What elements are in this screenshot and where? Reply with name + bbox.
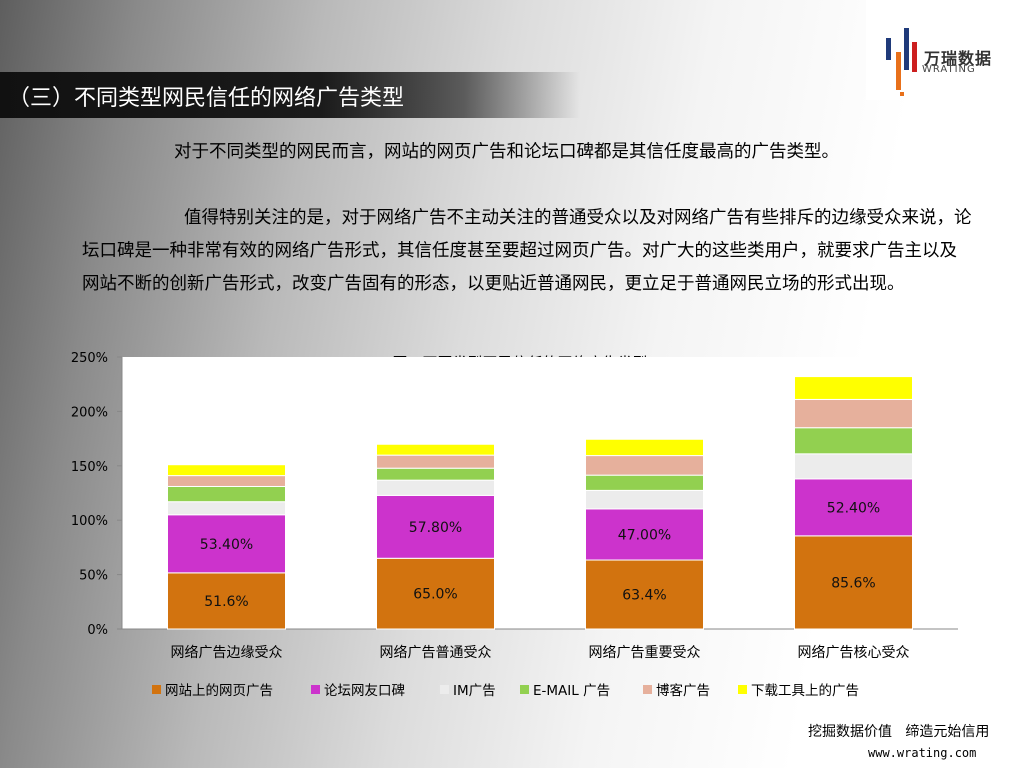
logo-text-cn: 万瑞数据 bbox=[924, 49, 993, 68]
paragraph-1: 对于不同类型的网民而言，网站的网页广告和论坛口碑都是其信任度最高的广告类型。 bbox=[174, 142, 839, 162]
legend-swatch bbox=[643, 685, 652, 694]
bar-segment bbox=[794, 398, 913, 429]
data-label: 53.40% bbox=[200, 537, 253, 553]
bar-segment bbox=[794, 427, 913, 455]
bar-segment bbox=[167, 464, 286, 477]
legend-label: 博客广告 bbox=[656, 682, 710, 699]
data-label: 47.00% bbox=[618, 527, 671, 543]
bar-segment bbox=[376, 467, 495, 481]
bar-segment bbox=[167, 514, 286, 574]
bar-segment bbox=[794, 376, 913, 400]
y-tick-label: 0% bbox=[87, 623, 108, 638]
bar-segment bbox=[585, 438, 704, 457]
legend-swatch bbox=[152, 685, 161, 694]
footer-url[interactable]: www.wrating.com bbox=[868, 746, 977, 760]
data-label: 57.80% bbox=[409, 520, 462, 536]
y-tick-label: 200% bbox=[71, 405, 108, 420]
stacked-bar-chart: 图：不同类型网民信任的网络广告类型 0%50%100%150%200%250% … bbox=[71, 351, 958, 699]
bar-segment bbox=[167, 475, 286, 487]
legend-label: 下载工具上的广告 bbox=[751, 683, 859, 699]
bar-segment bbox=[376, 494, 495, 559]
legend-swatch bbox=[738, 685, 747, 694]
data-label: 52.40% bbox=[827, 500, 880, 516]
bar-segment bbox=[376, 557, 495, 630]
bar-segment bbox=[167, 501, 286, 516]
data-label: 63.4% bbox=[622, 588, 666, 604]
bar-segment bbox=[585, 489, 704, 510]
legend-label: 论坛网友口碑 bbox=[324, 683, 405, 699]
legend-label: 网站上的网页广告 bbox=[165, 683, 273, 699]
data-label: 51.6% bbox=[204, 594, 248, 610]
y-tick-label: 100% bbox=[71, 514, 108, 529]
x-tick-label: 网络广告普通受众 bbox=[380, 645, 492, 661]
data-label: 85.6% bbox=[831, 575, 875, 591]
x-tick-label: 网络广告边缘受众 bbox=[171, 645, 283, 661]
bar-segment bbox=[794, 478, 913, 537]
title-bar: （三）不同类型网民信任的网络广告类型 bbox=[0, 72, 580, 118]
slide-title: （三）不同类型网民信任的网络广告类型 bbox=[8, 86, 405, 111]
y-tick-label: 250% bbox=[71, 351, 108, 366]
bar-segment bbox=[794, 535, 913, 630]
bar-segment bbox=[376, 479, 495, 496]
bar-segment bbox=[376, 443, 495, 456]
bar-segment bbox=[167, 485, 286, 503]
footer-slogan: 挖掘数据价值 缔造元始信用 bbox=[808, 724, 990, 740]
logo: 万瑞数据 WRATING bbox=[866, 0, 1024, 100]
x-tick-label: 网络广告核心受众 bbox=[798, 645, 910, 661]
paragraph-2: 值得特别关注的是，对于网络广告不主动关注的普通受众以及对网络广告有些排斥的边缘受… bbox=[82, 208, 972, 294]
bar-segment bbox=[585, 508, 704, 561]
data-label: 65.0% bbox=[413, 587, 457, 603]
bar-segment bbox=[167, 572, 286, 630]
y-tick-label: 50% bbox=[79, 569, 108, 584]
bar-segment bbox=[585, 559, 704, 630]
logo-text-en: WRATING bbox=[922, 64, 976, 75]
bar-segment bbox=[376, 454, 495, 469]
legend-label: IM广告 bbox=[453, 683, 496, 699]
bar-segment bbox=[585, 474, 704, 491]
bar-segment bbox=[585, 455, 704, 476]
logo-mark-icon bbox=[886, 28, 917, 96]
legend-swatch bbox=[520, 685, 529, 694]
legend-label: E-MAIL 广告 bbox=[533, 683, 610, 699]
bar-segment bbox=[794, 453, 913, 480]
legend-swatch bbox=[311, 685, 320, 694]
x-tick-label: 网络广告重要受众 bbox=[589, 645, 701, 661]
y-tick-label: 150% bbox=[71, 460, 108, 475]
legend-swatch bbox=[440, 685, 449, 694]
